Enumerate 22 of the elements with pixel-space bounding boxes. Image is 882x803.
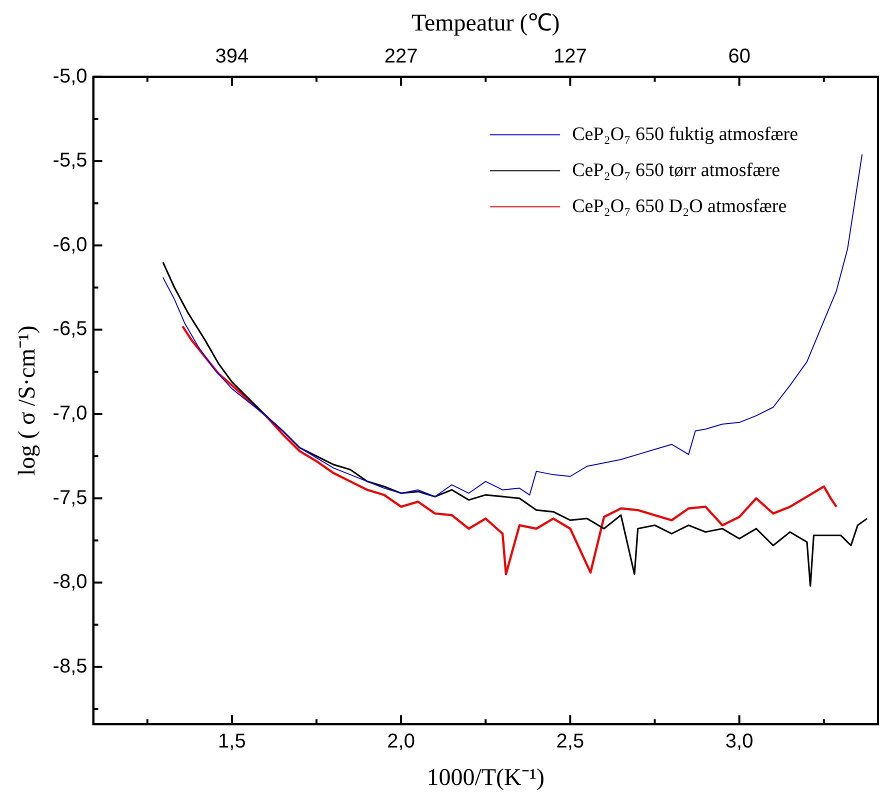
y-tick-label: -5,5 bbox=[52, 150, 88, 172]
legend-label: CeP₂O₇ 650 D₂O atmosfære bbox=[572, 196, 787, 217]
x-axis-title: 1000/T(K⁻¹) bbox=[426, 764, 545, 791]
text: 60 bbox=[728, 45, 750, 68]
y-tick-label: -8,0 bbox=[52, 571, 88, 594]
text: 227 bbox=[384, 45, 418, 68]
x2-axis-title: Tempeatur (℃) bbox=[412, 10, 560, 37]
y-tick-label: -8,5 bbox=[52, 655, 88, 678]
y-tick-label: -5,0 bbox=[52, 65, 88, 88]
y-tick-label: -7,0 bbox=[52, 402, 88, 425]
text: 394 bbox=[215, 45, 249, 68]
x-tick-label: 1,5 bbox=[218, 730, 246, 753]
y-axis-title: log ( σ /S·cm⁻¹) bbox=[14, 325, 41, 476]
y-tick-label: -6,5 bbox=[52, 318, 88, 340]
x-tick-label: 2,0 bbox=[387, 730, 415, 753]
legend-label: CeP₂O₇ 650 tørr atmosfære bbox=[572, 160, 780, 181]
x-tick-label: 2,5 bbox=[556, 730, 584, 753]
y-tick-label: -6,0 bbox=[52, 234, 88, 256]
x-tick-label: 3,0 bbox=[725, 730, 754, 753]
text: 127 bbox=[554, 45, 587, 68]
y-tick-label: -7,5 bbox=[52, 486, 88, 509]
legend-label: CeP₂O₇ 650 fuktig atmosfære bbox=[572, 124, 798, 145]
